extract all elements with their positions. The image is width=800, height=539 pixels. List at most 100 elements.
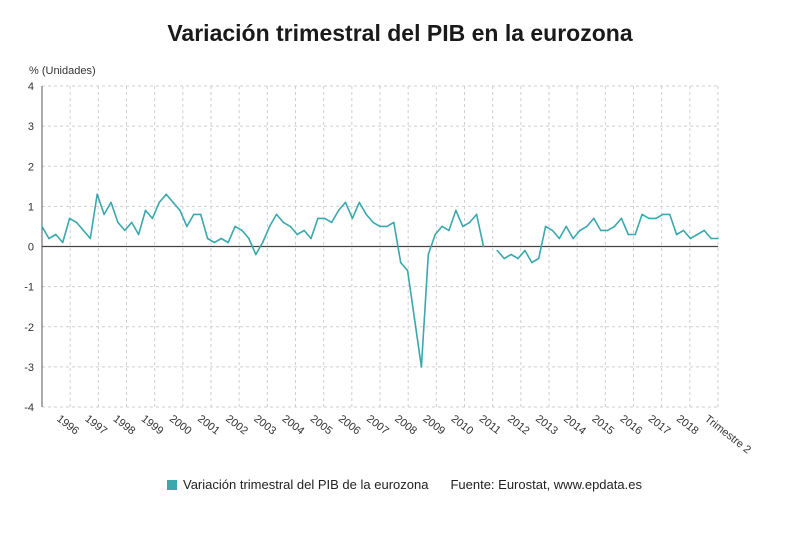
data-point [558, 237, 561, 240]
data-point [593, 217, 595, 220]
data-point [89, 237, 92, 240]
data-point [268, 225, 271, 228]
data-point [703, 229, 706, 232]
data-point [220, 237, 223, 240]
data-point [75, 221, 78, 224]
data-point [455, 209, 457, 212]
data-point [565, 225, 568, 228]
x-tick-label: 2018 [674, 413, 701, 438]
data-point [544, 225, 547, 228]
data-point [468, 221, 471, 224]
data-point [213, 241, 216, 244]
data-point [261, 241, 264, 244]
y-tick-label: -2 [24, 322, 34, 334]
data-point [365, 213, 368, 216]
data-point [110, 201, 112, 204]
data-point [330, 221, 333, 224]
data-point [165, 193, 167, 196]
x-tick-label: 2011 [477, 413, 503, 437]
data-point [48, 237, 50, 240]
legend-label: Variación trimestral del PIB de la euroz… [183, 477, 429, 492]
data-point [179, 209, 181, 212]
series-layer [41, 193, 719, 368]
data-point [441, 225, 443, 228]
data-point [662, 213, 664, 216]
data-point [117, 221, 119, 224]
data-point [517, 257, 519, 260]
chart-title: Variación trimestral del PIB en la euroz… [167, 20, 633, 46]
data-point [248, 237, 250, 240]
data-point [54, 233, 57, 236]
data-point [206, 237, 209, 240]
y-tick-label: -4 [24, 402, 34, 414]
data-point [524, 249, 526, 252]
data-point [710, 237, 712, 240]
x-tick-label: 2006 [336, 413, 363, 438]
x-tick-label: 2003 [251, 413, 278, 438]
data-point [227, 241, 230, 244]
data-point [130, 221, 133, 224]
legend-swatch [167, 479, 177, 490]
x-tick-label: 1996 [54, 413, 81, 438]
x-tick-label: 1999 [139, 413, 166, 438]
data-point [379, 225, 381, 228]
y-axis-label: % (Unidades) [29, 65, 96, 77]
data-point [606, 229, 609, 232]
data-point [199, 213, 202, 216]
data-point [296, 233, 299, 236]
data-point [241, 229, 243, 232]
data-point [158, 201, 161, 204]
data-point [96, 193, 98, 196]
y-tick-label: -1 [24, 282, 34, 294]
data-point [151, 217, 154, 220]
x-tick-label: 1998 [111, 413, 138, 438]
data-point [482, 245, 485, 248]
data-point [586, 225, 588, 228]
data-point [655, 217, 657, 220]
x-tick-labels: 1996 1997 1998 1999 2000 2001 2002 2003 2004 2005… [54, 413, 753, 456]
y-tick-label: 4 [28, 81, 34, 93]
x-tick-label: 2002 [223, 413, 250, 438]
x-tick-label: 2017 [646, 413, 673, 438]
data-point [717, 237, 719, 240]
data-point [68, 217, 71, 220]
data-point [668, 213, 671, 216]
x-tick-label: 2014 [561, 413, 588, 438]
data-point [103, 213, 105, 216]
x-tick-label: 2007 [364, 413, 391, 438]
data-point [620, 217, 623, 220]
y-tick-label: 0 [28, 242, 34, 254]
data-point [537, 257, 540, 260]
data-point [351, 217, 354, 220]
data-point [337, 209, 340, 212]
data-point [406, 269, 409, 272]
y-tick-label: 2 [28, 161, 34, 173]
data-point [503, 257, 505, 260]
data-point [613, 225, 616, 228]
x-tick-label: 2015 [589, 413, 616, 438]
data-point [275, 213, 278, 216]
data-point [675, 233, 678, 236]
x-tick-label: 2012 [505, 413, 532, 438]
gridlines [41, 85, 719, 408]
data-point [317, 217, 319, 220]
data-point [123, 229, 126, 232]
data-point [392, 221, 395, 224]
data-point [448, 229, 450, 232]
data-point [475, 213, 478, 216]
series-line [496, 213, 718, 264]
data-point [648, 217, 650, 220]
data-point [420, 366, 423, 368]
data-point [192, 213, 195, 216]
data-point [137, 233, 140, 236]
data-point [434, 233, 436, 236]
data-point [255, 253, 257, 256]
x-tick-label: 2000 [167, 413, 194, 438]
x-tick-label: 2008 [392, 413, 419, 438]
data-point [386, 225, 388, 228]
data-point [82, 229, 85, 232]
data-point [324, 217, 326, 220]
data-point [696, 233, 699, 236]
x-tick-label: 2013 [533, 413, 560, 438]
